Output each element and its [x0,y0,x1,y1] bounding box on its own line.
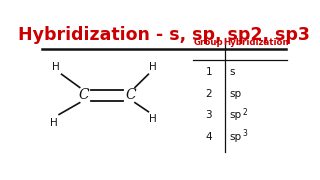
Text: 1: 1 [205,67,212,77]
Text: 4: 4 [205,132,212,142]
Text: H: H [50,118,58,128]
Text: 2: 2 [205,89,212,99]
Text: C: C [125,88,136,102]
Text: H: H [149,62,157,72]
Text: 3: 3 [205,110,212,120]
Text: C: C [78,88,89,102]
Text: sp: sp [229,132,241,142]
Text: 3: 3 [243,129,248,138]
Text: Group: Group [194,38,223,47]
Text: H: H [52,62,60,72]
Text: H: H [149,114,157,124]
Text: sp: sp [229,89,241,99]
Text: Hybridization - s, sp, sp2, sp3: Hybridization - s, sp, sp2, sp3 [18,26,310,44]
Text: s: s [229,67,235,77]
Text: sp: sp [229,110,241,120]
Text: Hybridization: Hybridization [223,38,289,47]
Text: 2: 2 [243,107,248,116]
